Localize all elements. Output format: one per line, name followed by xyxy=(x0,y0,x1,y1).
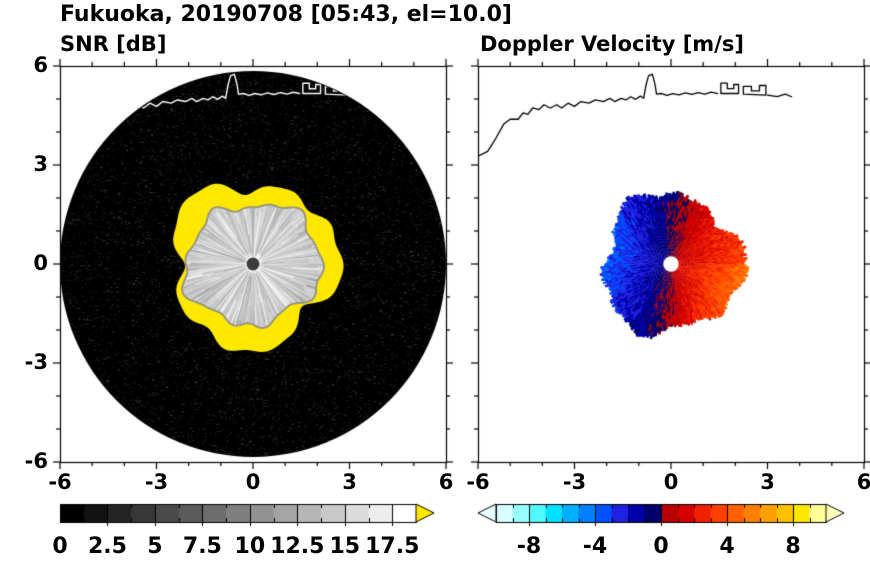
colorbar-tick-label: 8 xyxy=(785,534,801,559)
x-tick-label: 0 xyxy=(245,470,261,494)
snr-panel-title: SNR [dB] xyxy=(60,32,167,56)
colorbar-tick-label: 2.5 xyxy=(87,534,127,559)
colorbar-tick-label: -8 xyxy=(516,534,542,559)
colorbar-tick-label: 7.5 xyxy=(182,534,222,559)
x-tick-label: -6 xyxy=(48,470,72,494)
x-tick-label: 3 xyxy=(760,470,775,494)
doppler-colorbar xyxy=(460,496,870,536)
colorbar-tick-label: 0 xyxy=(52,534,68,559)
x-tick-label: 6 xyxy=(438,470,454,494)
x-tick-label: 3 xyxy=(342,470,357,494)
doppler-panel-title: Doppler Velocity [m/s] xyxy=(480,32,744,56)
figure-title: Fukuoka, 20190708 [05:43, el=10.0] xyxy=(60,2,512,27)
x-tick-label: -3 xyxy=(562,470,587,494)
x-tick-label: -3 xyxy=(144,470,169,494)
y-tick-label: -6 xyxy=(24,449,48,473)
y-tick-label: 6 xyxy=(33,53,48,77)
colorbar-tick-label: 15 xyxy=(329,534,361,559)
y-tick-label: 0 xyxy=(33,251,48,275)
colorbar-tick-label: 12.5 xyxy=(270,534,325,559)
colorbar-tick-label: 0 xyxy=(653,534,669,559)
colorbar-tick-label: 17.5 xyxy=(365,534,420,559)
snr-colorbar xyxy=(52,496,452,536)
x-tick-label: -6 xyxy=(466,470,490,494)
y-tick-label: 3 xyxy=(33,152,48,176)
doppler-plot xyxy=(470,58,870,470)
colorbar-tick-label: 10 xyxy=(234,534,266,559)
colorbar-tick-label: 5 xyxy=(147,534,163,559)
x-tick-label: 6 xyxy=(856,470,870,494)
colorbar-tick-label: 4 xyxy=(719,534,735,559)
snr-plot xyxy=(52,58,454,470)
y-tick-label: -3 xyxy=(24,350,48,374)
colorbar-tick-label: -4 xyxy=(582,534,608,559)
x-tick-label: 0 xyxy=(663,470,679,494)
